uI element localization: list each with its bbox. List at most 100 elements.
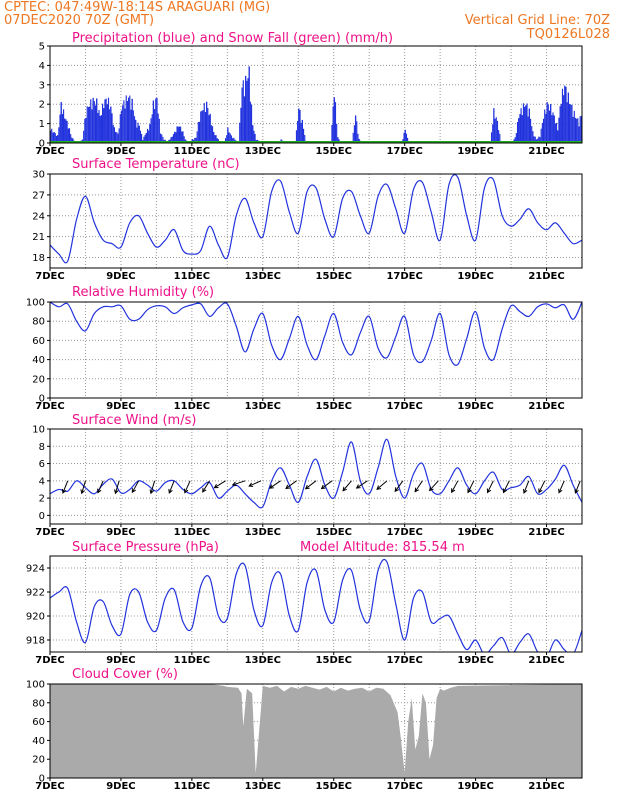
y-tick-label: 0 (39, 511, 45, 522)
precip-bar (353, 125, 355, 143)
precip-bar (539, 137, 541, 143)
precip-bar (554, 123, 556, 143)
precip-bar (119, 114, 121, 143)
x-tick-label: 15DEC (316, 527, 352, 538)
x-tick-label: 21DEC (528, 271, 564, 282)
wind-arrow (342, 480, 352, 492)
precip-bar (137, 122, 139, 143)
precip-bar (161, 134, 163, 143)
x-tick-label: 21DEC (528, 146, 564, 157)
precip-bar (522, 103, 525, 143)
precip-bar (66, 120, 68, 143)
precip-bar (128, 97, 130, 143)
precip-bar (514, 137, 516, 143)
precip-bar (557, 130, 559, 143)
precip-bar (93, 101, 95, 143)
precip-bar (201, 110, 203, 143)
precip-bar (61, 113, 63, 143)
precip-bar (295, 130, 298, 143)
precip-bar (110, 106, 112, 143)
x-tick-label: 21DEC (528, 401, 564, 412)
precip-bar (129, 95, 131, 143)
precip-bar (297, 120, 299, 143)
precip-bar (91, 109, 93, 143)
precip-bar (534, 136, 536, 143)
wind-arrow (304, 480, 317, 490)
wind-arrow (97, 480, 104, 494)
x-tick-label: 21DEC (528, 781, 564, 792)
panel-cloud: 0 20 40 60 80 100 7DEC 9DEC 11DEC 13DEC 15DEC 17DEC… (26, 667, 583, 792)
x-tick-label: 19DEC (457, 146, 493, 157)
precip-bar (560, 103, 562, 143)
precip-bar (250, 104, 253, 143)
wind-arrow (131, 480, 140, 494)
precip-bar (232, 138, 234, 143)
precip-bar (145, 133, 147, 143)
precip-bar (540, 128, 542, 143)
panel-rh: 0 20 40 60 80 100 7DEC 9DEC 11DEC 13DEC 15DEC 17DEC… (26, 285, 583, 412)
cloud-data (50, 684, 582, 778)
precip-bar (123, 100, 125, 143)
precip-bar (115, 131, 117, 143)
precip-bar (180, 126, 182, 143)
precip-bar (496, 121, 499, 143)
precip-bar (85, 118, 87, 143)
precip-bar (567, 92, 569, 143)
y-tick-label: 920 (26, 612, 45, 623)
x-tick-label: 15DEC (316, 655, 352, 666)
precip-bar (175, 132, 177, 143)
precip-bar (177, 126, 179, 143)
y-tick-label: 924 (26, 564, 45, 575)
cloud-area (50, 684, 582, 778)
y-tick-label: 24 (32, 211, 45, 222)
precip-bar (254, 133, 256, 143)
x-tick-label: 9DEC (106, 527, 135, 538)
precip-bar (243, 96, 246, 143)
precip-bar (50, 130, 52, 143)
precip-bar (151, 114, 153, 143)
precip-bar (525, 105, 527, 143)
wind-arrow (114, 480, 120, 495)
wind-arrow (394, 480, 404, 493)
y-tick-label: 0 (39, 139, 45, 150)
x-tick-label: 17DEC (386, 527, 422, 538)
precip-bar (224, 138, 227, 143)
precip-bar (141, 133, 143, 143)
precip-bar (58, 127, 60, 143)
x-tick-label: 9DEC (106, 271, 135, 282)
rh-title: Relative Humidity (%) (72, 285, 214, 300)
pres-title: Surface Pressure (hPa) (72, 540, 219, 555)
wind-arrow (213, 480, 226, 489)
precip-bar (253, 130, 255, 143)
precip-bar (356, 121, 358, 143)
precip-bar (208, 115, 210, 143)
y-tick-label: 27 (32, 190, 45, 201)
panel-wind: 0 2 4 6 8 10 7DEC 9DEC 11DEC 13DEC 15DEC 17DEC 19DEC… (32, 413, 583, 538)
y-tick-label: 60 (32, 717, 45, 728)
precip-bar (133, 116, 136, 143)
x-tick-label: 11DEC (174, 655, 210, 666)
precip-bar (60, 102, 62, 143)
x-tick-label: 11DEC (174, 781, 210, 792)
pres-series-line (50, 558, 582, 652)
precip-bar (196, 131, 198, 143)
precip-bar (304, 134, 306, 143)
y-tick-label: 0 (39, 774, 45, 785)
x-tick-label: 7DEC (35, 781, 64, 792)
x-tick-label: 21DEC (528, 655, 564, 666)
precip-bar (138, 125, 140, 143)
precip-bar (247, 78, 249, 143)
precip-bar (405, 133, 408, 143)
precip-bar (86, 106, 88, 143)
precip-bar (176, 126, 178, 143)
wind-arrow (149, 480, 156, 495)
precip-bar (174, 131, 176, 143)
precip-bar (558, 117, 560, 143)
precip-bar (52, 132, 54, 143)
precip-bar (550, 104, 552, 143)
precip-bar (170, 137, 172, 143)
rh-frame (49, 301, 583, 399)
precip-bar (515, 133, 517, 143)
precip-bar (101, 103, 104, 143)
precip-bar (576, 118, 578, 143)
